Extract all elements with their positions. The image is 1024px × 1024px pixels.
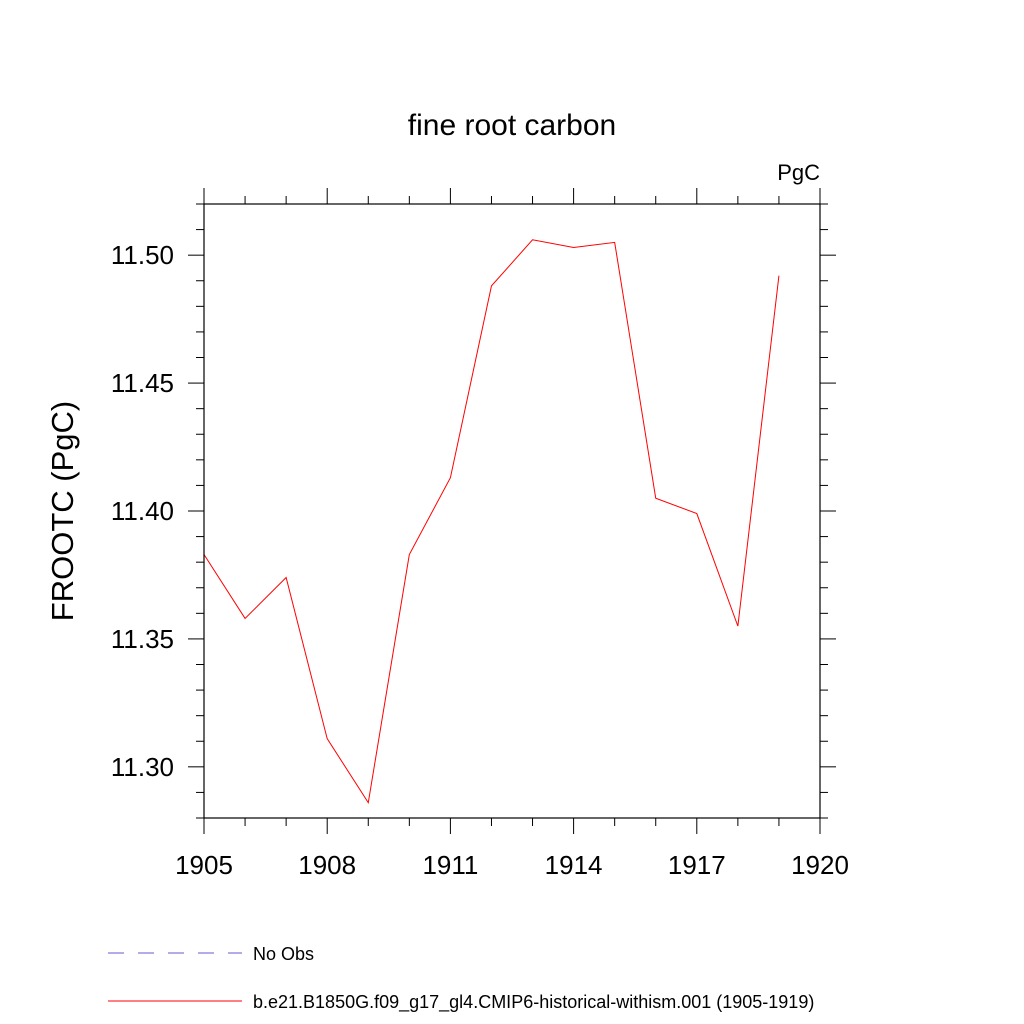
x-tick-label: 1908 — [298, 850, 356, 880]
units-label: PgC — [777, 160, 820, 185]
x-tick-label: 1911 — [422, 850, 478, 880]
y-tick-label: 11.45 — [111, 368, 174, 398]
y-tick-label: 11.35 — [111, 624, 174, 654]
tick-labels: 1905 1908 1911 1914 1917 1920 11.30 11.35 11.40 1… — [111, 240, 849, 880]
y-tick-label: 11.50 — [111, 240, 174, 270]
legend-label: b.e21.B1850G.f09_g17_gl4.CMIP6-historica… — [253, 992, 814, 1013]
x-tick-label: 1914 — [545, 850, 603, 880]
x-tick-label: 1917 — [668, 850, 726, 880]
plot-frame — [203, 203, 821, 819]
legend-label: No Obs — [253, 944, 314, 964]
y-axis-label: FROOTC (PgC) — [45, 401, 80, 621]
chart-title: fine root carbon — [408, 109, 616, 142]
plot-series — [203, 239, 780, 805]
axis-ticks — [188, 188, 836, 834]
x-tick-label: 1920 — [791, 850, 849, 880]
y-tick-label: 11.40 — [111, 496, 174, 526]
y-tick-label: 11.30 — [111, 752, 174, 782]
series-line — [203, 239, 780, 805]
x-tick-label: 1905 — [175, 850, 233, 880]
legend: No Obs b.e21.B1850G.f09_g17_gl4.CMIP6-his… — [108, 944, 814, 1013]
